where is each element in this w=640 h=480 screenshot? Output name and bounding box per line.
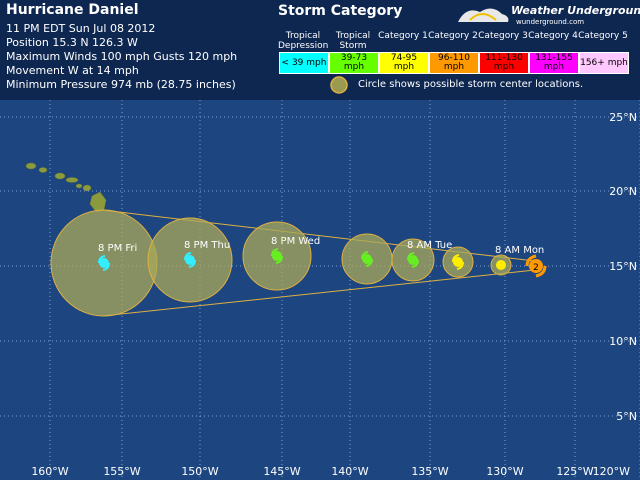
storm-arms — [98, 255, 110, 271]
category-range: < 39 mph — [279, 52, 329, 74]
category-name: Category 3 — [478, 31, 528, 41]
info-line: Minimum Pressure 974 mb (28.75 inches) — [6, 78, 236, 91]
category-name: Category 1 — [378, 31, 428, 41]
storm-position — [272, 251, 282, 261]
info-line: Position 15.3 N 126.3 W — [6, 36, 138, 49]
longitude-label: 140°W — [331, 465, 368, 478]
brand-site: wunderground.com — [516, 18, 585, 26]
info-line: Maximum Winds 100 mph Gusts 120 mph — [6, 50, 238, 63]
longitude-label: 130°W — [486, 465, 523, 478]
storm-arms — [184, 252, 196, 268]
longitude-label: 120°W — [593, 465, 630, 478]
legend-note: Circle shows possible storm center locat… — [358, 79, 584, 90]
island — [54, 172, 66, 180]
category-name: Tropical Depression — [278, 31, 329, 51]
forecast-label: 8 AM Mon — [495, 245, 544, 256]
cone-edge — [101, 269, 536, 317]
island — [75, 183, 83, 189]
current-category: 2 — [533, 263, 539, 273]
longitude-label: 145°W — [263, 465, 300, 478]
forecast-label: 8 PM Thu — [184, 240, 230, 251]
category-range: 156+ mph — [579, 52, 629, 74]
storm-title: Hurricane Daniel — [6, 2, 139, 18]
category-name: Category 4 — [528, 31, 578, 41]
island — [38, 167, 48, 173]
longitude-label: 155°W — [103, 465, 140, 478]
storm-arms — [361, 251, 373, 267]
forecast-label: 8 PM Wed — [271, 236, 320, 247]
category-range: 131-155 mph — [529, 52, 579, 74]
info-line: Movement W at 14 mph — [6, 64, 139, 77]
storm-position — [185, 255, 195, 265]
island — [65, 177, 79, 183]
forecast-label: 8 PM Fri — [98, 243, 137, 254]
longitude-label: 135°W — [411, 465, 448, 478]
brand-logo — [458, 8, 509, 22]
storm-position — [496, 260, 506, 270]
brand-name: Weather Underground — [511, 4, 640, 17]
header-icons — [330, 8, 509, 94]
header-panel: Hurricane Daniel 11 PM EDT Sun Jul 08 20… — [0, 0, 640, 100]
storm-arms — [407, 252, 419, 268]
forecast-label: 8 AM Tue — [407, 240, 452, 251]
storm-position — [99, 258, 109, 268]
storm-position — [453, 257, 463, 267]
legend-title: Storm Category — [278, 3, 403, 19]
longitude-label: 160°W — [31, 465, 68, 478]
longitude-label: 125°W — [556, 465, 593, 478]
island — [82, 184, 92, 192]
grid: 160°W 155°W 150°W 145°W 140°W 135°W 130°W 125°W… — [0, 100, 640, 480]
storm-arms — [452, 254, 464, 270]
storm-position — [362, 254, 372, 264]
current-storm — [529, 259, 543, 273]
logo-rainbow — [469, 13, 497, 21]
category-name: Tropical Storm — [335, 31, 371, 51]
category-name: Category 2 — [428, 31, 478, 41]
note-circle-icon — [330, 76, 348, 94]
latitude-label: 10°N — [609, 335, 637, 348]
storm-arms — [271, 248, 283, 264]
category-range: 111-130 mph — [479, 52, 529, 74]
latitude-label: 5°N — [616, 410, 637, 423]
category-range: 96-110 mph — [429, 52, 479, 74]
latitude-label: 20°N — [609, 185, 637, 198]
latitude-label: 25°N — [609, 111, 637, 124]
category-name: Category 5 — [578, 31, 628, 41]
info-line: 11 PM EDT Sun Jul 08 2012 — [6, 22, 156, 35]
current-storm-arms — [525, 254, 547, 278]
island — [89, 191, 107, 213]
storm-position — [408, 255, 418, 265]
longitude-label: 150°W — [181, 465, 218, 478]
logo-cloud — [458, 8, 509, 22]
track: 8 PM Fri 8 PM Thu 8 PM Wed 8 AM Tue 8 AM Mon… — [50, 209, 547, 317]
category-range: 39-73 mph — [329, 52, 379, 74]
hawaii-islands — [25, 162, 107, 213]
island — [25, 162, 37, 170]
category-range: 74-95 mph — [379, 52, 429, 74]
latitude-label: 15°N — [609, 260, 637, 273]
